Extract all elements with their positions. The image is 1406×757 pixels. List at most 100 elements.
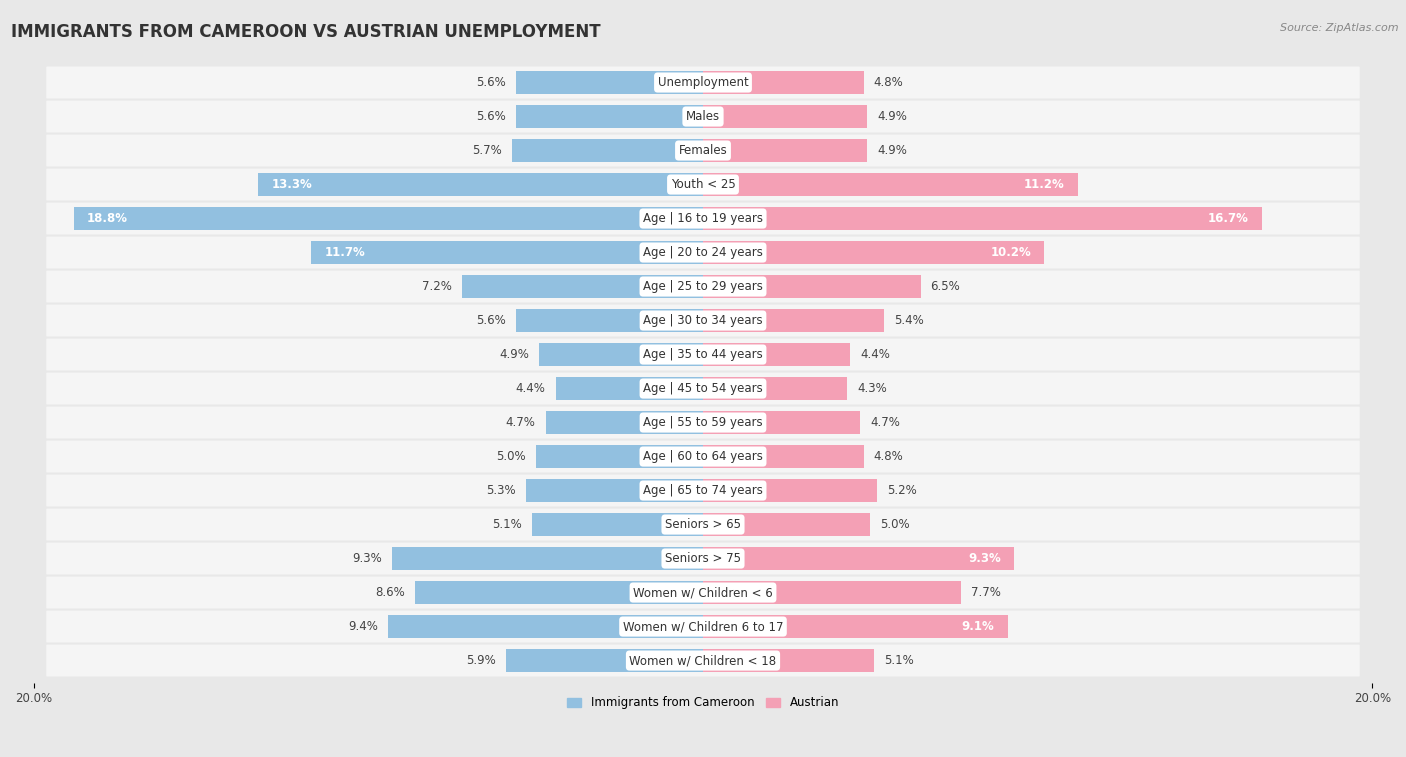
FancyBboxPatch shape [46, 509, 1360, 540]
Bar [512, 139, 703, 161]
Text: 9.3%: 9.3% [969, 552, 1001, 565]
Text: 4.7%: 4.7% [870, 416, 900, 429]
Bar [703, 276, 921, 298]
Text: 11.7%: 11.7% [325, 246, 366, 259]
Text: 4.7%: 4.7% [506, 416, 536, 429]
Text: 7.7%: 7.7% [970, 586, 1001, 599]
FancyBboxPatch shape [46, 67, 1360, 98]
FancyBboxPatch shape [46, 270, 1360, 303]
Text: Age | 45 to 54 years: Age | 45 to 54 years [643, 382, 763, 395]
Text: 11.2%: 11.2% [1024, 178, 1064, 191]
FancyBboxPatch shape [46, 611, 1360, 643]
Bar [703, 445, 863, 468]
Text: 5.1%: 5.1% [884, 654, 914, 667]
Text: Males: Males [686, 110, 720, 123]
Bar [703, 581, 960, 603]
Text: 9.1%: 9.1% [962, 620, 994, 633]
Bar [516, 71, 703, 94]
Bar [415, 581, 703, 603]
Text: 7.2%: 7.2% [422, 280, 451, 293]
Text: Seniors > 75: Seniors > 75 [665, 552, 741, 565]
FancyBboxPatch shape [46, 577, 1360, 609]
Text: Women w/ Children < 18: Women w/ Children < 18 [630, 654, 776, 667]
Text: Women w/ Children < 6: Women w/ Children < 6 [633, 586, 773, 599]
Text: 5.6%: 5.6% [475, 110, 506, 123]
Text: 4.4%: 4.4% [860, 348, 890, 361]
Bar [538, 344, 703, 366]
FancyBboxPatch shape [46, 304, 1360, 337]
Text: 9.3%: 9.3% [352, 552, 381, 565]
Text: 5.2%: 5.2% [887, 484, 917, 497]
Bar [536, 445, 703, 468]
Bar [516, 310, 703, 332]
Bar [703, 173, 1078, 195]
Text: 5.4%: 5.4% [894, 314, 924, 327]
Text: 5.6%: 5.6% [475, 76, 506, 89]
Text: Age | 30 to 34 years: Age | 30 to 34 years [643, 314, 763, 327]
Bar [526, 479, 703, 502]
Text: Age | 65 to 74 years: Age | 65 to 74 years [643, 484, 763, 497]
Text: 4.3%: 4.3% [858, 382, 887, 395]
Bar [73, 207, 703, 229]
Text: 4.9%: 4.9% [877, 144, 907, 157]
Text: 16.7%: 16.7% [1208, 212, 1249, 225]
FancyBboxPatch shape [46, 338, 1360, 370]
FancyBboxPatch shape [46, 644, 1360, 677]
Text: Age | 16 to 19 years: Age | 16 to 19 years [643, 212, 763, 225]
Text: 6.5%: 6.5% [931, 280, 960, 293]
Bar [555, 378, 703, 400]
Text: 5.0%: 5.0% [880, 518, 910, 531]
Bar [703, 241, 1045, 263]
Bar [546, 412, 703, 434]
Text: 4.8%: 4.8% [873, 450, 904, 463]
Bar [533, 513, 703, 536]
Bar [257, 173, 703, 195]
FancyBboxPatch shape [46, 543, 1360, 575]
Bar [388, 615, 703, 637]
Text: Age | 35 to 44 years: Age | 35 to 44 years [643, 348, 763, 361]
Text: Age | 60 to 64 years: Age | 60 to 64 years [643, 450, 763, 463]
FancyBboxPatch shape [46, 475, 1360, 506]
Text: Women w/ Children 6 to 17: Women w/ Children 6 to 17 [623, 620, 783, 633]
Bar [703, 344, 851, 366]
Text: Age | 20 to 24 years: Age | 20 to 24 years [643, 246, 763, 259]
Text: Unemployment: Unemployment [658, 76, 748, 89]
Bar [703, 615, 1008, 637]
FancyBboxPatch shape [46, 169, 1360, 201]
Bar [703, 547, 1014, 569]
Legend: Immigrants from Cameroon, Austrian: Immigrants from Cameroon, Austrian [562, 692, 844, 714]
Text: 4.9%: 4.9% [499, 348, 529, 361]
Bar [703, 310, 884, 332]
FancyBboxPatch shape [46, 441, 1360, 472]
Bar [703, 71, 863, 94]
Bar [392, 547, 703, 569]
Text: 8.6%: 8.6% [375, 586, 405, 599]
Bar [703, 139, 868, 161]
FancyBboxPatch shape [46, 407, 1360, 438]
Text: Age | 55 to 59 years: Age | 55 to 59 years [643, 416, 763, 429]
Bar [703, 513, 870, 536]
Text: Seniors > 65: Seniors > 65 [665, 518, 741, 531]
Text: 18.8%: 18.8% [87, 212, 128, 225]
Text: 4.9%: 4.9% [877, 110, 907, 123]
FancyBboxPatch shape [46, 101, 1360, 132]
Bar [516, 105, 703, 128]
Bar [703, 105, 868, 128]
Bar [703, 207, 1263, 229]
Text: 5.3%: 5.3% [486, 484, 516, 497]
Text: 5.9%: 5.9% [465, 654, 495, 667]
Text: Youth < 25: Youth < 25 [671, 178, 735, 191]
Bar [703, 650, 873, 671]
Text: 5.1%: 5.1% [492, 518, 522, 531]
Bar [703, 412, 860, 434]
Text: 5.6%: 5.6% [475, 314, 506, 327]
Text: 5.0%: 5.0% [496, 450, 526, 463]
Text: Females: Females [679, 144, 727, 157]
Text: 5.7%: 5.7% [472, 144, 502, 157]
Bar [506, 650, 703, 671]
Bar [703, 479, 877, 502]
Bar [703, 378, 846, 400]
FancyBboxPatch shape [46, 203, 1360, 235]
Text: 4.8%: 4.8% [873, 76, 904, 89]
Text: 13.3%: 13.3% [271, 178, 312, 191]
